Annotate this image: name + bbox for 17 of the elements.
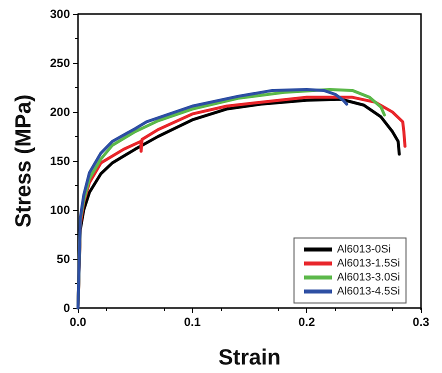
- y-tick-label: 200: [50, 105, 70, 119]
- y-tick-label: 100: [50, 203, 70, 217]
- y-tick-label: 0: [63, 301, 70, 315]
- legend-label: Al6013-3.0Si: [337, 272, 400, 284]
- x-tick-label: 0.3: [412, 315, 430, 329]
- y-tick-label: 300: [50, 7, 70, 21]
- y-tick-label: 250: [50, 56, 70, 70]
- x-tick-label: 0.2: [298, 315, 316, 329]
- legend-label: Al6013-1.5Si: [337, 258, 400, 270]
- y-tick-label: 50: [56, 252, 70, 266]
- legend-label: Al6013-0Si: [337, 244, 391, 256]
- y-axis-title: Stress (MPa): [10, 94, 36, 228]
- x-tick-label: 0.0: [70, 315, 87, 329]
- x-axis-title: Strain: [218, 344, 281, 370]
- x-tick-label: 0.1: [184, 315, 201, 329]
- y-tick-label: 150: [50, 154, 70, 168]
- legend-label: Al6013-4.5Si: [337, 286, 400, 298]
